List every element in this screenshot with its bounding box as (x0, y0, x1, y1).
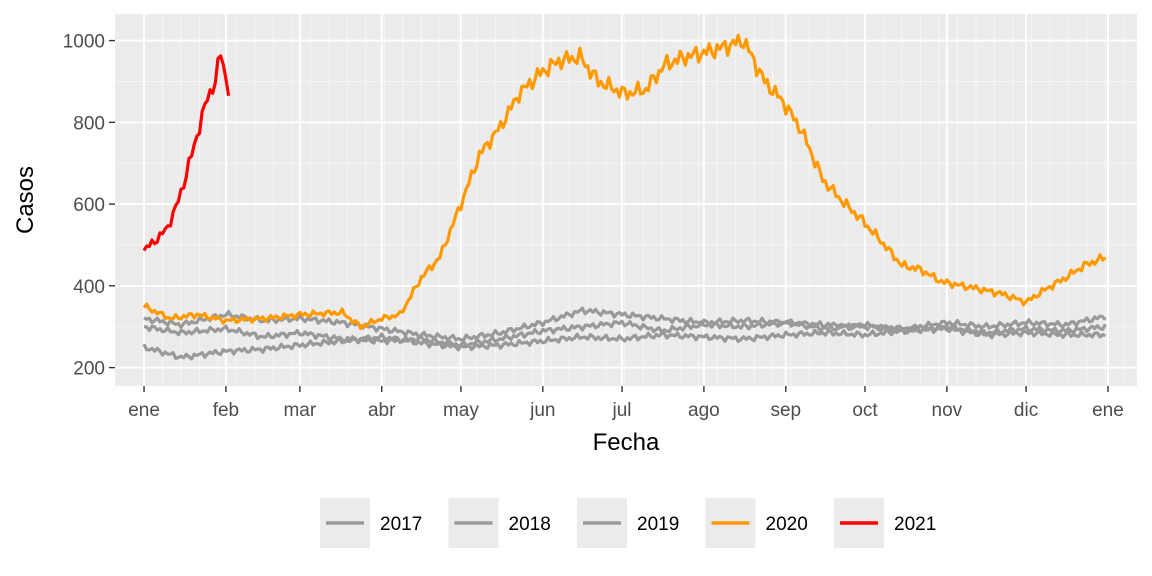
legend-label: 2017 (380, 514, 422, 535)
legend-label: 2019 (637, 514, 679, 535)
y-axis-title: Casos (12, 166, 39, 234)
series-line-2018 (142, 324, 1106, 361)
x-axis-title: Fecha (593, 429, 660, 456)
series-line-2020 (142, 33, 1107, 331)
x-tick-label: oct (852, 400, 878, 421)
x-tick-label: feb (213, 400, 239, 421)
y-axis: 200 400 600 800 1000 (63, 32, 115, 380)
y-tick-label: 800 (73, 113, 105, 134)
y-tick-label: 400 (73, 277, 105, 298)
legend: 2017 2018 2019 2020 2021 (320, 498, 936, 548)
x-tick-label: nov (932, 400, 963, 421)
x-tick-label: ago (688, 400, 720, 421)
x-axis: ene feb mar abr may jun jul ago sep oct nov dic ene (128, 386, 1124, 421)
legend-label: 2021 (894, 514, 936, 535)
series-line-2019 (143, 306, 1107, 342)
y-tick-label: 600 (73, 195, 105, 216)
legend-label: 2018 (509, 514, 551, 535)
x-tick-label: jul (612, 400, 632, 421)
y-tick-label: 200 (73, 359, 105, 380)
major-gridlines (115, 14, 1137, 386)
legend-label: 2020 (766, 514, 808, 535)
series-lines (142, 33, 1107, 361)
x-tick-label: abr (368, 400, 396, 421)
y-tick-label: 1000 (63, 32, 105, 53)
x-tick-label: ene (128, 400, 160, 421)
x-tick-label: ene (1092, 400, 1124, 421)
x-tick-label: jun (529, 400, 555, 421)
series-line-2021 (142, 54, 231, 252)
x-tick-label: sep (770, 400, 801, 421)
x-tick-label: dic (1014, 400, 1038, 421)
x-tick-label: may (443, 400, 479, 421)
x-tick-label: mar (283, 400, 316, 421)
